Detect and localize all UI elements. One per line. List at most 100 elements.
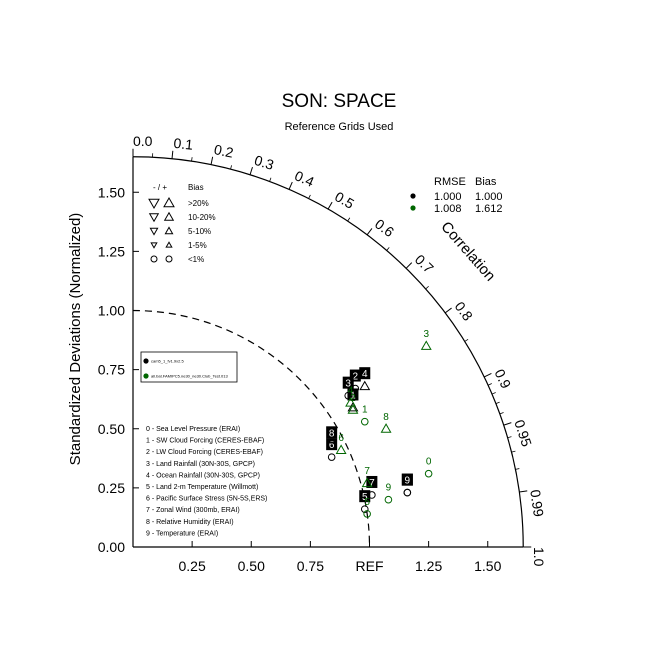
bias-legend-down-triangle bbox=[149, 227, 159, 236]
variable-legend-item: 6 - Pacific Surface Stress (5N-5S,ERS) bbox=[146, 496, 267, 503]
correlation-tick bbox=[444, 307, 452, 314]
bias-legend-down-triangle bbox=[148, 213, 160, 223]
correlation-tick-label: 0.7 bbox=[412, 251, 437, 276]
variable-legend-item: 3 - Land Rainfall (30N-30S, GPCP) bbox=[146, 461, 255, 468]
data-point-label-box bbox=[326, 426, 338, 439]
case-legend-label: all.bat.FAMIPC5.ne30_ne30.Club_Test.013 bbox=[151, 374, 228, 379]
data-point-label: 8 bbox=[383, 412, 389, 423]
case-legend-label: cam5_1_fv1.9x2.5 bbox=[151, 359, 184, 364]
bias-value: 1.000 bbox=[475, 191, 503, 203]
correlation-minor-tick bbox=[507, 436, 512, 439]
data-point-marker bbox=[403, 488, 412, 497]
data-point-label: 1 bbox=[350, 390, 356, 401]
y-tick-label: 1.25 bbox=[98, 243, 125, 259]
bias-legend-circle bbox=[165, 255, 173, 263]
data-point-label: 5 bbox=[364, 497, 370, 508]
variable-legend-item: 2 - LW Cloud Forcing (CERES-EBAF) bbox=[146, 449, 263, 456]
data-point-label: 2 bbox=[350, 393, 356, 404]
correlation-tick-label: 0.2 bbox=[213, 141, 235, 161]
correlation-tick bbox=[405, 262, 413, 269]
rmse-header: RMSE bbox=[434, 176, 466, 188]
variable-legend-item: 0 - Sea Level Pressure (ERAI) bbox=[146, 426, 240, 433]
x-tick-label: 0.75 bbox=[297, 558, 324, 574]
correlation-minor-tick bbox=[499, 412, 504, 415]
chart-title: SON: SPACE bbox=[282, 91, 397, 112]
bias-legend-label: 1-5% bbox=[188, 241, 207, 250]
bias-legend-down-triangle bbox=[148, 198, 160, 210]
rmse-table-marker bbox=[410, 205, 416, 211]
correlation-tick bbox=[483, 372, 492, 378]
correlation-tick-label: 0.8 bbox=[452, 298, 477, 323]
variable-legend-item: 5 - Land 2-m Temperature (Willmott) bbox=[146, 484, 258, 491]
bias-legend-up-triangle bbox=[165, 241, 173, 248]
data-point-marker bbox=[363, 510, 371, 518]
data-point-marker bbox=[347, 401, 359, 412]
y-tick-label: 0.00 bbox=[98, 539, 125, 555]
correlation-tick bbox=[288, 181, 293, 190]
correlation-tick-label: 0.4 bbox=[292, 167, 316, 190]
bias-legend-up-triangle bbox=[164, 226, 174, 235]
rmse-value: 1.008 bbox=[434, 203, 462, 215]
correlation-minor-tick bbox=[491, 392, 496, 395]
correlation-axis-label: Correlation bbox=[437, 218, 498, 284]
correlation-tick-label: 0.0 bbox=[133, 133, 153, 149]
correlation-tick-label: 0.95 bbox=[511, 418, 535, 449]
data-point-label: 4 bbox=[348, 386, 354, 397]
correlation-minor-tick bbox=[386, 247, 390, 251]
correlation-tick-label: 0.6 bbox=[372, 216, 397, 241]
data-point-label-box bbox=[342, 376, 354, 389]
data-point-label: 6 bbox=[338, 433, 344, 444]
correlation-tick bbox=[249, 166, 253, 175]
data-point-marker bbox=[327, 453, 336, 461]
correlation-minor-tick bbox=[269, 177, 272, 182]
correlation-minor-tick bbox=[487, 383, 492, 386]
bias-legend-up-triangle bbox=[163, 211, 175, 221]
data-point-marker bbox=[347, 404, 359, 414]
data-point-label-box bbox=[359, 490, 371, 503]
data-point-marker bbox=[345, 397, 357, 407]
data-point-label: 3 bbox=[423, 329, 429, 340]
data-point-marker bbox=[380, 423, 392, 433]
x-tick-label: 1.25 bbox=[415, 558, 442, 574]
y-axis-label: Standardized Deviations (Normalized) bbox=[67, 213, 84, 466]
correlation-tick bbox=[519, 490, 528, 493]
data-point-label: 9 bbox=[405, 476, 411, 487]
x-tick-label: REF bbox=[356, 558, 384, 574]
x-tick-label: 1.50 bbox=[474, 558, 501, 574]
data-point-label: 8 bbox=[329, 428, 335, 439]
data-point-label-box bbox=[359, 367, 371, 380]
data-point-label: 1 bbox=[362, 405, 368, 416]
bias-legend-label: >20% bbox=[188, 199, 209, 208]
correlation-minor-tick bbox=[347, 217, 351, 222]
correlation-minor-tick bbox=[464, 338, 469, 342]
correlation-tick bbox=[503, 422, 512, 426]
data-point-marker bbox=[368, 491, 376, 499]
bias-legend-label: 10-20% bbox=[188, 213, 216, 222]
data-point-label: 5 bbox=[362, 492, 368, 503]
bias-legend-header: Bias bbox=[188, 183, 204, 192]
bias-legend-up-triangle bbox=[163, 196, 175, 208]
variable-legend-item: 4 - Ocean Rainfall (30N-30S, GPCP) bbox=[146, 472, 260, 479]
data-point-marker bbox=[420, 340, 432, 350]
y-tick-label: 0.25 bbox=[98, 480, 125, 496]
correlation-tick bbox=[366, 228, 373, 236]
bias-header: Bias bbox=[475, 176, 497, 188]
correlation-minor-tick bbox=[511, 450, 516, 453]
data-point-label-box bbox=[326, 438, 338, 451]
variable-legend-item: 1 - SW Cloud Forcing (CERES-EBAF) bbox=[146, 438, 264, 445]
data-point-label: 6 bbox=[329, 440, 335, 451]
data-point-label-box bbox=[401, 473, 413, 486]
correlation-tick-label: 0.9 bbox=[491, 366, 514, 391]
correlation-tick-label: 0.99 bbox=[527, 489, 547, 518]
data-point-marker bbox=[359, 380, 371, 391]
correlation-minor-tick bbox=[191, 157, 193, 162]
variable-legend-item: 8 - Relative Humidity (ERAI) bbox=[146, 519, 234, 526]
correlation-tick bbox=[327, 201, 333, 210]
variable-legend-item: 9 - Temperature (ERAI) bbox=[146, 530, 218, 537]
bias-legend-down-triangle bbox=[150, 242, 158, 249]
bias-value: 1.612 bbox=[475, 203, 503, 215]
bias-legend-circle bbox=[150, 255, 158, 263]
correlation-arc bbox=[132, 156, 524, 548]
plot-area: 0.000.250.500.751.001.251.500.25 0.50 0.75… bbox=[98, 133, 547, 574]
correlation-tick-label: 0.3 bbox=[252, 152, 276, 173]
